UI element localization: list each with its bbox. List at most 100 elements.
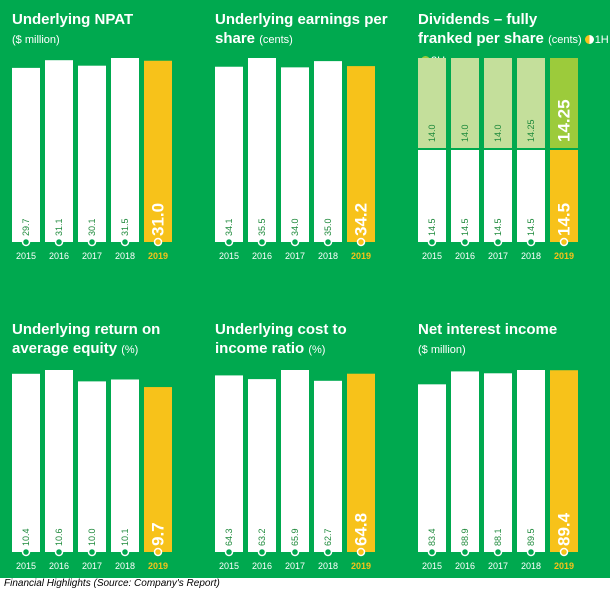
bar-value-label: 64.8 xyxy=(352,513,371,546)
x-tick-label: 2018 xyxy=(115,251,135,261)
chart-title-line-2: average equity xyxy=(12,340,122,357)
panel-title: Underlying earnings per share (cents) xyxy=(215,10,415,50)
bar-1h-value-label: 14.5 xyxy=(427,218,437,236)
chart-subtitle: (cents) xyxy=(259,34,293,46)
bar xyxy=(78,65,106,243)
panel-nii: Net interest income ($ million) 83.4 88.9… xyxy=(418,320,614,600)
bar-1h xyxy=(451,150,479,242)
bar-2h xyxy=(517,58,545,148)
baseline-dot xyxy=(290,547,300,557)
bar xyxy=(111,379,139,552)
bar xyxy=(45,60,73,242)
baseline-dot xyxy=(224,237,234,247)
chart-title: Underlying return on xyxy=(12,321,161,338)
bar-value-label: 34.1 xyxy=(224,218,234,236)
chart-subtitle: (cents) xyxy=(548,34,582,46)
chart-title: Underlying earnings per xyxy=(215,11,388,28)
panel-roe: Underlying return on average equity (%) … xyxy=(12,320,208,600)
x-tick-label: 2016 xyxy=(49,561,69,571)
bar-value-label: 34.0 xyxy=(290,218,300,236)
chart-subtitle: (%) xyxy=(121,344,139,356)
bar-2h-highlight xyxy=(550,58,578,148)
x-tick-label: 2015 xyxy=(219,251,239,261)
baseline-dot xyxy=(54,237,64,247)
bar xyxy=(78,381,106,552)
bar-highlight xyxy=(347,373,375,552)
bar-2h-value-label: 14.0 xyxy=(460,124,470,142)
baseline-dot xyxy=(120,237,130,247)
bar xyxy=(451,371,479,552)
bar-2h xyxy=(484,58,512,148)
x-tick-label: 2018 xyxy=(521,561,541,571)
bar-highlight xyxy=(144,60,172,242)
bar-value-label: 89.5 xyxy=(526,528,536,546)
x-tick-label: 2016 xyxy=(455,561,475,571)
x-tick-label: 2016 xyxy=(252,561,272,571)
x-tick-label: 2016 xyxy=(49,251,69,261)
baseline-dot xyxy=(559,547,569,557)
bar-highlight xyxy=(144,387,172,552)
bar xyxy=(215,66,243,242)
x-tick-label: 2018 xyxy=(318,561,338,571)
chart-title-line-2: share xyxy=(215,30,260,47)
bar-2h-value-label: 14.25 xyxy=(526,119,536,142)
nii-chart: 83.4 88.9 88.1 89.5 89.4 2015 2016 2017 2018 2019 xyxy=(418,370,578,571)
baseline-dot xyxy=(356,547,366,557)
bar-1h-value-label: 14.5 xyxy=(526,218,536,236)
x-tick-label: 2017 xyxy=(285,561,305,571)
bar xyxy=(517,370,545,552)
baseline-dot xyxy=(21,237,31,247)
panel-npat: Underlying NPAT ($ million) 29.7 31.1 30.1… xyxy=(12,10,208,290)
baseline-dot xyxy=(21,547,31,557)
bar-value-label: 31.1 xyxy=(54,218,64,236)
chart-title: Underlying cost to xyxy=(215,321,347,338)
x-tick-label: 2017 xyxy=(82,561,102,571)
baseline-dot xyxy=(460,547,470,557)
figure-caption: Financial Highlights (Source: Company's … xyxy=(4,578,220,589)
chart-subtitle: (%) xyxy=(308,344,326,356)
bar-value-label: 35.5 xyxy=(257,218,267,236)
bar xyxy=(484,373,512,552)
baseline-dot xyxy=(87,547,97,557)
bar-value-label: 30.1 xyxy=(87,218,97,236)
baseline-dot xyxy=(460,237,470,247)
baseline-dot xyxy=(257,237,267,247)
bar-1h xyxy=(484,150,512,242)
x-tick-label: 2019 xyxy=(351,561,371,571)
x-tick-label: 2015 xyxy=(16,251,36,261)
x-tick-label: 2015 xyxy=(422,561,442,571)
x-tick-label: 2019 xyxy=(554,561,574,571)
baseline-dot xyxy=(559,237,569,247)
bar-value-label: 63.2 xyxy=(257,528,267,546)
bar xyxy=(12,67,40,242)
x-tick-label: 2016 xyxy=(252,251,272,261)
financial-highlights-board: Underlying NPAT ($ million) 29.7 31.1 30.1… xyxy=(0,0,610,578)
bar xyxy=(314,61,342,242)
baseline-dot xyxy=(54,547,64,557)
panel-title: Underlying cost to income ratio (%) xyxy=(215,320,415,360)
chart-subtitle: ($ million) xyxy=(12,34,60,46)
x-tick-label: 2015 xyxy=(219,561,239,571)
bar-value-label: 89.4 xyxy=(555,512,574,546)
panel-cost-income: Underlying cost to income ratio (%) 64.3… xyxy=(215,320,411,600)
panel-title: Underlying return on average equity (%) xyxy=(12,320,212,360)
bar-2h-value-label: 14.0 xyxy=(427,124,437,142)
bar xyxy=(248,379,276,552)
bar-value-label: 10.0 xyxy=(87,528,97,546)
bar-value-label: 64.3 xyxy=(224,528,234,546)
bar-2h xyxy=(451,58,479,148)
baseline-dot xyxy=(87,237,97,247)
bar-2h xyxy=(418,58,446,148)
bar-value-label: 83.4 xyxy=(427,528,437,546)
baseline-dot xyxy=(153,237,163,247)
baseline-dot xyxy=(526,237,536,247)
bar-highlight xyxy=(347,66,375,242)
bar-value-label: 10.6 xyxy=(54,528,64,546)
bar-1h-highlight xyxy=(550,150,578,242)
bar-value-label: 10.1 xyxy=(120,528,130,546)
baseline-dot xyxy=(224,547,234,557)
x-tick-label: 2018 xyxy=(115,561,135,571)
cost-income-chart: 64.3 63.2 65.9 62.7 64.8 2015 2016 2017 2018 2019 xyxy=(215,370,375,571)
bar-value-label: 35.0 xyxy=(323,218,333,236)
bar xyxy=(281,67,309,242)
